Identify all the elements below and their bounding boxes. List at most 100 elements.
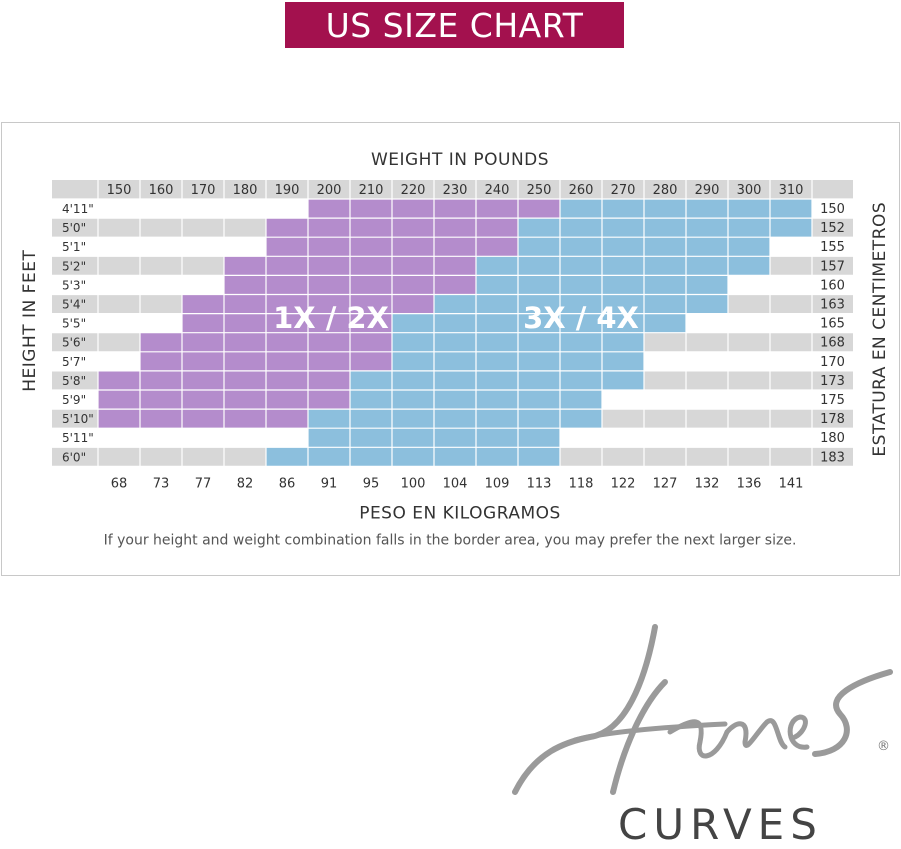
y-feet-tick: 4'11" xyxy=(62,202,94,216)
cell-1x2x xyxy=(350,275,392,295)
size-chart: WEIGHT IN POUNDS 150 160 170 180 190 200 210 220… xyxy=(20,150,890,548)
cell-3x4x xyxy=(434,428,476,448)
cell-1x2x xyxy=(182,313,224,333)
cell-3x4x xyxy=(560,199,602,219)
cell-3x4x xyxy=(518,390,560,410)
cell-3x4x xyxy=(350,370,392,390)
cell-1x2x xyxy=(434,199,476,219)
cell-3x4x xyxy=(686,199,728,219)
y-feet-tick: 5'5" xyxy=(62,317,86,331)
cell-3x4x xyxy=(644,256,686,276)
cell-3x4x xyxy=(644,199,686,219)
cell-1x2x xyxy=(476,199,518,219)
x-kg-tick: 122 xyxy=(611,476,636,491)
x-kg-tick: 91 xyxy=(321,476,338,491)
cell-1x2x xyxy=(182,409,224,429)
y-feet-tick: 5'0" xyxy=(62,221,86,235)
cell-3x4x xyxy=(476,275,518,295)
cell-1x2x xyxy=(476,237,518,257)
cell-3x4x xyxy=(560,294,602,314)
cell-1x2x xyxy=(392,256,434,276)
cell-1x2x xyxy=(308,370,350,390)
cell-3x4x xyxy=(518,428,560,448)
cell-3x4x xyxy=(602,351,644,371)
cell-1x2x xyxy=(98,409,140,429)
cell-3x4x xyxy=(644,237,686,257)
y-feet-tick: 6'0" xyxy=(62,450,86,464)
cell-3x4x xyxy=(728,256,770,276)
cell-3x4x xyxy=(266,447,308,467)
cell-3x4x xyxy=(518,313,560,333)
cell-1x2x xyxy=(308,390,350,410)
cell-3x4x xyxy=(476,409,518,429)
y-cm-tick: 170 xyxy=(820,355,845,370)
y-feet-tick: 5'9" xyxy=(62,393,86,407)
x-pounds-tick: 150 xyxy=(107,183,132,198)
cell-3x4x xyxy=(518,332,560,352)
cell-1x2x xyxy=(224,351,266,371)
cell-3x4x xyxy=(518,275,560,295)
cell-1x2x xyxy=(308,218,350,238)
x-top-axis-title: WEIGHT IN POUNDS xyxy=(371,150,549,170)
cell-3x4x xyxy=(686,237,728,257)
cell-3x4x xyxy=(518,409,560,429)
cell-1x2x xyxy=(518,199,560,219)
cell-3x4x xyxy=(476,294,518,314)
cell-3x4x xyxy=(518,256,560,276)
y-cm-tick: 180 xyxy=(820,431,845,446)
y-feet-tick: 5'10" xyxy=(62,412,94,426)
cell-1x2x xyxy=(266,390,308,410)
y-left-axis-title: HEIGHT IN FEET xyxy=(20,250,40,392)
cell-3x4x xyxy=(308,409,350,429)
x-pounds-tick: 260 xyxy=(569,183,594,198)
cell-1x2x xyxy=(350,313,392,333)
cell-1x2x xyxy=(140,370,182,390)
x-pounds-tick: 250 xyxy=(527,183,552,198)
size-label-1x2x: 1X / 2X xyxy=(273,301,389,335)
cell-1x2x xyxy=(476,218,518,238)
x-pounds-tick: 290 xyxy=(695,183,720,198)
cell-1x2x xyxy=(140,332,182,352)
x-pounds-tick: 270 xyxy=(611,183,636,198)
cell-3x4x xyxy=(518,370,560,390)
y-feet-tick: 5'3" xyxy=(62,278,86,292)
cell-3x4x xyxy=(560,390,602,410)
cell-1x2x xyxy=(308,332,350,352)
cell-3x4x xyxy=(560,256,602,276)
cell-3x4x xyxy=(602,256,644,276)
x-pounds-tick: 280 xyxy=(653,183,678,198)
y-feet-tick: 5'6" xyxy=(62,336,86,350)
cell-3x4x xyxy=(476,332,518,352)
cell-1x2x xyxy=(266,313,308,333)
cell-3x4x xyxy=(602,199,644,219)
x-kg-tick: 73 xyxy=(153,476,170,491)
cell-3x4x xyxy=(602,294,644,314)
x-pounds-tick: 210 xyxy=(359,183,384,198)
header-band xyxy=(52,180,853,199)
cell-3x4x xyxy=(434,409,476,429)
y-cm-tick: 175 xyxy=(820,393,845,408)
cell-1x2x xyxy=(224,390,266,410)
cell-3x4x xyxy=(560,351,602,371)
x-kg-tick: 95 xyxy=(363,476,380,491)
cell-1x2x xyxy=(182,370,224,390)
footnote: If your height and weight combination fa… xyxy=(104,532,797,548)
cell-1x2x xyxy=(350,237,392,257)
cell-3x4x xyxy=(392,351,434,371)
cell-1x2x xyxy=(182,351,224,371)
cell-1x2x xyxy=(224,332,266,352)
size-label-3x4x: 3X / 4X xyxy=(523,301,639,335)
cell-3x4x xyxy=(686,275,728,295)
cell-1x2x xyxy=(350,218,392,238)
y-cm-tick: 150 xyxy=(820,202,845,217)
x-kg-tick: 104 xyxy=(443,476,468,491)
x-pounds-tick: 240 xyxy=(485,183,510,198)
x-kg-tick: 68 xyxy=(111,476,128,491)
cell-1x2x xyxy=(224,275,266,295)
x-kg-tick: 132 xyxy=(695,476,720,491)
cell-3x4x xyxy=(476,313,518,333)
cell-3x4x xyxy=(686,256,728,276)
cell-3x4x xyxy=(602,370,644,390)
cell-3x4x xyxy=(560,332,602,352)
cell-1x2x xyxy=(266,294,308,314)
